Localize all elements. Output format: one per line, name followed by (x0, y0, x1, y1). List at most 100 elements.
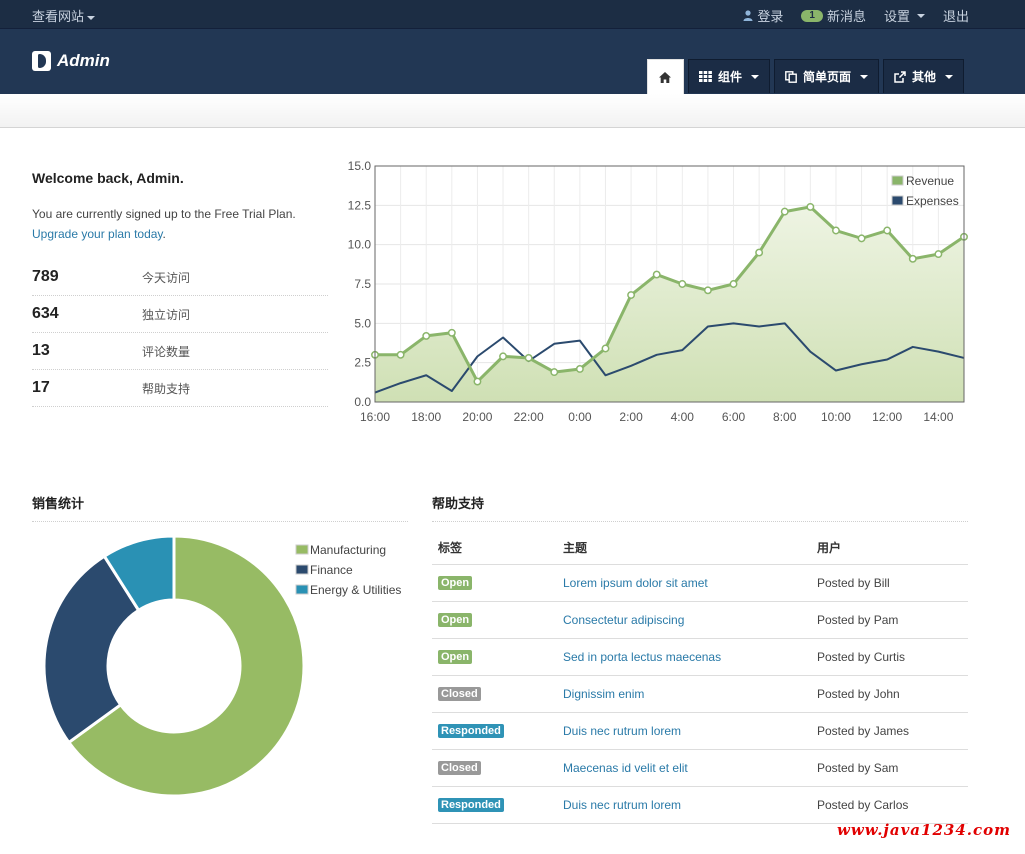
revenue-point[interactable] (473, 377, 482, 386)
donut-slice-manufacturing[interactable] (66, 534, 306, 798)
tag-cell: Closed (432, 749, 557, 787)
logout-link[interactable]: 退出 (943, 6, 969, 25)
y-tick-label: 7.5 (354, 277, 371, 291)
tab-components[interactable]: 组件 (687, 59, 770, 93)
revenue-point[interactable] (550, 368, 559, 377)
revenue-point[interactable] (499, 352, 507, 361)
revenue-point[interactable] (703, 286, 712, 295)
grid-icon (698, 71, 712, 82)
revenue-point[interactable] (729, 280, 738, 288)
legend-label: Finance (310, 563, 353, 577)
settings-menu[interactable]: 设置 (884, 6, 925, 25)
legend-label: Energy & Utilities (310, 583, 401, 597)
logout-label: 退出 (942, 9, 969, 24)
x-tick-label: 20:00 (462, 410, 492, 424)
y-tick-label: 5.0 (354, 316, 371, 330)
revenue-point[interactable] (832, 226, 840, 235)
x-tick-label: 16:00 (360, 410, 390, 424)
revenue-point[interactable] (524, 353, 533, 362)
revenue-point[interactable] (908, 254, 917, 263)
revenue-point[interactable] (755, 248, 764, 257)
revenue-point[interactable] (601, 344, 610, 353)
revenue-point[interactable] (627, 291, 636, 299)
table-row: Open Sed in porta lectus maecenas Posted b… (432, 638, 968, 676)
welcome-panel: Welcome back, Admin. You are currently s… (32, 170, 328, 407)
brand-logo[interactable]: Admin (32, 51, 110, 71)
revenue-point[interactable] (575, 365, 584, 373)
subject-link[interactable]: Duis nec rutrum lorem (563, 723, 682, 738)
legend-label: Revenue (906, 174, 954, 188)
stat-label: 今天访问 (142, 270, 191, 285)
col-subject: 主题 (557, 532, 811, 565)
status-badge: Open (438, 650, 473, 664)
x-tick-label: 6:00 (722, 410, 746, 424)
user-cell: Posted by Curtis (811, 638, 968, 676)
tag-cell: Responded (432, 712, 557, 750)
chart-legend: Revenue Expenses (891, 174, 959, 208)
subject-link[interactable]: Duis nec rutrum lorem (563, 797, 682, 812)
revenue-point[interactable] (883, 226, 892, 235)
upgrade-plan-link[interactable]: Upgrade your plan today (32, 227, 163, 241)
subject-link[interactable]: Dignissim enim (563, 686, 645, 701)
revenue-point[interactable] (422, 331, 431, 340)
user-cell: Posted by Pam (811, 601, 968, 639)
legend-swatch (891, 195, 904, 206)
main-nav: 组件 简单页面 其他 (646, 59, 964, 94)
tab-home[interactable] (646, 59, 684, 94)
x-tick-label: 14:00 (923, 410, 953, 424)
col-user: 用户 (811, 532, 968, 565)
x-tick-label: 4:00 (671, 410, 695, 424)
subject-cell: Dignissim enim (557, 675, 811, 713)
upgrade-suffix: . (162, 227, 166, 241)
user-cell: Posted by James (811, 712, 968, 750)
donut-slice-energy-utilities[interactable] (102, 534, 176, 613)
revenue-point[interactable] (780, 207, 789, 216)
tab-other-label: 其他 (911, 70, 936, 84)
support-title: 帮助支持 (432, 496, 485, 511)
x-tick-label: 22:00 (514, 410, 544, 424)
subject-link[interactable]: Lorem ipsum dolor sit amet (563, 575, 708, 590)
subject-link[interactable]: Maecenas id velit et elit (563, 760, 688, 775)
status-badge: Open (438, 613, 473, 627)
welcome-title: Welcome back, Admin. (32, 170, 184, 186)
subject-link[interactable]: Sed in porta lectus maecenas (563, 649, 722, 664)
revenue-point[interactable] (857, 234, 866, 243)
revenue-point[interactable] (447, 328, 456, 337)
x-tick-label: 10:00 (821, 410, 851, 424)
revenue-point[interactable] (678, 280, 687, 288)
messages-link[interactable]: 1 新消息 (801, 6, 866, 25)
revenue-line (375, 205, 965, 384)
donut-slice-finance[interactable] (42, 554, 141, 745)
tag-cell: Responded (432, 786, 557, 824)
legend-label: Manufacturing (310, 543, 386, 557)
revenue-point[interactable] (806, 202, 815, 211)
revenue-area (375, 206, 964, 402)
legend-swatch (295, 544, 309, 555)
revenue-point[interactable] (396, 350, 405, 359)
tab-other[interactable]: 其他 (882, 59, 964, 93)
legend-swatch (295, 564, 309, 575)
revenue-point[interactable] (652, 270, 661, 279)
sales-donut-chart: Manufacturing Finance Energy & Utilities (42, 534, 401, 798)
subject-cell: Duis nec rutrum lorem (557, 712, 811, 750)
x-tick-label: 0:00 (568, 410, 592, 424)
x-tick-label: 18:00 (411, 410, 441, 424)
tab-simple-pages[interactable]: 简单页面 (773, 59, 879, 93)
subject-link[interactable]: Consectetur adipiscing (563, 612, 685, 627)
user-cell: Posted by John (811, 675, 968, 713)
chevron-down-icon (750, 74, 759, 79)
support-divider (432, 521, 968, 522)
legend-swatch (891, 175, 904, 186)
stat-row: 17 帮助支持 (32, 370, 328, 407)
login-label: 登录 (757, 9, 784, 24)
x-tick-label: 8:00 (773, 410, 797, 424)
tag-cell: Open (432, 638, 557, 676)
login-link[interactable]: 登录 (743, 6, 783, 25)
legend-swatch (295, 584, 309, 595)
y-tick-label: 2.5 (354, 356, 371, 370)
stat-label: 独立访问 (142, 307, 191, 322)
revenue-point[interactable] (934, 250, 943, 259)
view-site-menu[interactable]: 查看网站 (32, 6, 96, 25)
status-badge: Responded (438, 724, 504, 738)
tab-components-label: 组件 (717, 70, 742, 84)
